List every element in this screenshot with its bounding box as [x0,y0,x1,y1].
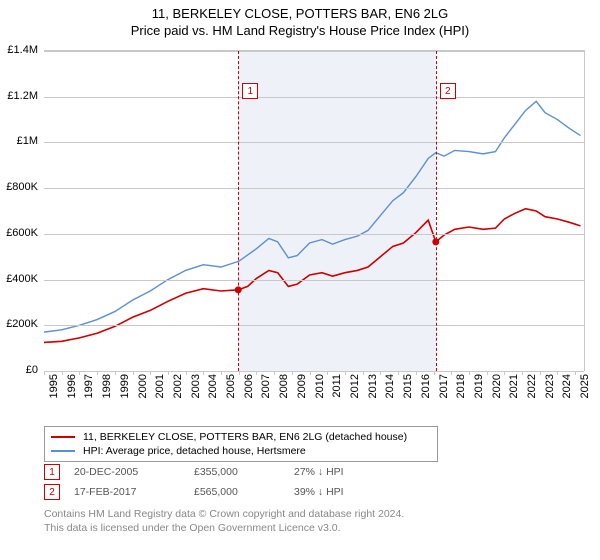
x-tick-label: 2015 [402,374,414,398]
marker-price: £355,000 [194,466,294,478]
chart-legend: 11, BERKELEY CLOSE, POTTERS BAR, EN6 2LG… [44,426,438,462]
marker-table-row: 2 17-FEB-2017£565,00039% ↓ HPI [44,484,344,500]
marker-date: 20-DEC-2005 [74,466,194,478]
x-tick-label: 2023 [544,374,556,398]
marker-price: £565,000 [194,486,294,498]
x-tick-label: 2024 [561,374,573,398]
marker-number-box: 2 [44,484,60,500]
legend-label: 11, BERKELEY CLOSE, POTTERS BAR, EN6 2LG… [83,431,407,443]
legend-item: HPI: Average price, detached house, Hert… [51,444,431,458]
y-gridline [44,234,584,235]
x-tick-label: 2022 [526,374,538,398]
copyright-line-1: Contains HM Land Registry data © Crown c… [44,508,404,522]
y-tick-label: £1.4M [7,44,38,56]
marker-table: 1 20-DEC-2005£355,00027% ↓ HPI 2 17-FEB-201… [44,464,344,504]
x-tick-label: 1997 [83,374,95,398]
y-axis-labels: £0£200K£400K£600K£800K£1M£1.2M£1.4M [0,50,44,370]
x-tick-label: 2004 [207,374,219,398]
x-tick-label: 2001 [154,374,166,398]
x-tick-label: 2016 [420,374,432,398]
x-tick-label: 2025 [579,374,591,398]
x-tick-label: 1998 [101,374,113,398]
marker-number-box: 1 [44,464,60,480]
y-tick-label: £600K [6,227,38,239]
legend-label: HPI: Average price, detached house, Hert… [83,445,306,457]
x-tick-label: 2009 [296,374,308,398]
y-tick-label: £800K [6,181,38,193]
x-tick-label: 2014 [384,374,396,398]
legend-swatch [51,450,75,452]
x-tick-label: 1995 [48,374,60,398]
x-tick-label: 2017 [438,374,450,398]
legend-item: 11, BERKELEY CLOSE, POTTERS BAR, EN6 2LG… [51,430,431,444]
x-tick-label: 2019 [473,374,485,398]
x-tick-label: 2021 [508,374,520,398]
y-tick-label: £0 [26,364,38,376]
y-gridline [44,371,584,372]
series-line [44,209,580,343]
event-marker-box: 1 [242,83,258,99]
x-tick-label: 2008 [278,374,290,398]
x-tick-label: 2012 [349,374,361,398]
y-tick-label: £200K [6,318,38,330]
marker-diff: 27% ↓ HPI [294,466,344,478]
copyright-text: Contains HM Land Registry data © Crown c… [44,508,404,535]
x-tick-label: 2007 [260,374,272,398]
chart-subtitle: Price paid vs. HM Land Registry's House … [0,21,600,38]
chart-svg [44,51,584,371]
y-gridline [44,97,584,98]
x-tick-label: 2010 [314,374,326,398]
x-tick-label: 2002 [172,374,184,398]
x-tick-label: 1996 [66,374,78,398]
y-tick-label: £1M [17,135,38,147]
chart-title: 11, BERKELEY CLOSE, POTTERS BAR, EN6 2LG [0,0,600,21]
y-gridline [44,188,584,189]
copyright-line-2: This data is licensed under the Open Gov… [44,522,404,536]
marker-diff: 39% ↓ HPI [294,486,344,498]
x-tick-label: 2020 [491,374,503,398]
chart-plot-area: 12 [44,50,585,371]
y-tick-label: £400K [6,273,38,285]
series-line [44,101,580,332]
x-tick-label: 2006 [243,374,255,398]
marker-table-row: 1 20-DEC-2005£355,00027% ↓ HPI [44,464,344,480]
x-axis-labels: 1995 1996 1997 1998 1999 2000 2001 2002 2003 2004… [44,374,584,420]
x-tick-label: 2000 [137,374,149,398]
x-tick-label: 2011 [331,374,343,398]
y-gridline [44,51,584,52]
y-gridline [44,325,584,326]
x-tick-label: 2003 [190,374,202,398]
event-marker-line [436,51,437,371]
x-tick-label: 2013 [367,374,379,398]
y-tick-label: £1.2M [7,90,38,102]
x-tick-label: 2005 [225,374,237,398]
event-marker-line [238,51,239,371]
marker-date: 17-FEB-2017 [74,486,194,498]
y-gridline [44,142,584,143]
y-gridline [44,280,584,281]
x-tick-label: 1999 [119,374,131,398]
event-marker-box: 2 [440,83,456,99]
legend-swatch [51,436,75,438]
x-tick-label: 2018 [455,374,467,398]
